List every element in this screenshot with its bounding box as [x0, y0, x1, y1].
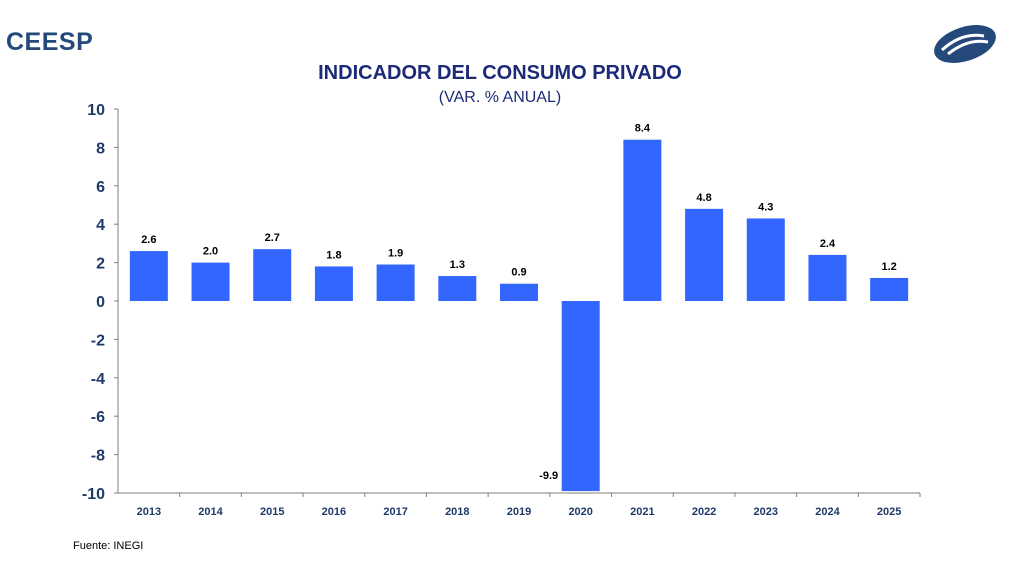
ceesp-brand: CEESP	[6, 28, 94, 56]
data-label: 1.3	[450, 259, 465, 271]
bar-2014	[191, 262, 230, 301]
x-tick-label: 2016	[322, 506, 346, 518]
x-tick-label: 2014	[198, 506, 223, 518]
bar-2016	[314, 266, 353, 301]
y-tick-label: 4	[96, 217, 105, 234]
bar-2013	[129, 251, 168, 301]
bar-2024	[808, 254, 847, 301]
y-tick-label: -8	[91, 448, 105, 465]
y-tick-label: 6	[96, 179, 105, 196]
y-tick-label: 8	[96, 140, 105, 157]
data-label: 4.8	[696, 192, 711, 204]
y-tick-label: -6	[91, 409, 105, 426]
bar-2019	[500, 283, 538, 301]
y-tick-label: -2	[91, 332, 105, 349]
x-tick-label: 2017	[383, 506, 407, 518]
chart-title: INDICADOR DEL CONSUMO PRIVADO	[318, 62, 682, 84]
data-label: 2.7	[265, 232, 280, 244]
bar-2025	[870, 277, 909, 301]
source-note: Fuente: INEGI	[73, 540, 144, 552]
data-label: 4.3	[758, 201, 773, 213]
ceesp-logo-icon	[934, 25, 996, 63]
data-label: -9.9	[539, 470, 558, 482]
x-tick-label: 2018	[445, 506, 469, 518]
y-tick-label: 0	[96, 294, 105, 311]
data-label: 1.2	[882, 261, 897, 273]
x-tick-label: 2025	[877, 506, 901, 518]
x-tick-label: 2023	[754, 506, 778, 518]
y-tick-label: -10	[82, 486, 105, 503]
bar-2022	[685, 208, 724, 301]
x-tick-label: 2020	[568, 506, 592, 518]
x-tick-label: 2022	[692, 506, 716, 518]
x-tick-label: 2015	[260, 506, 284, 518]
x-tick-label: 2019	[507, 506, 531, 518]
y-tick-label: 10	[87, 102, 105, 119]
bar-2017	[376, 264, 415, 301]
y-tick-label: 2	[96, 256, 105, 273]
bar-2015	[253, 249, 292, 301]
bar-2018	[438, 276, 477, 301]
chart-subtitle: (VAR. % ANUAL)	[438, 89, 562, 106]
y-tick-label: -4	[91, 371, 105, 388]
x-tick-label: 2021	[630, 506, 654, 518]
data-label: 0.9	[511, 267, 526, 279]
x-tick-label: 2024	[815, 506, 840, 518]
data-label: 8.4	[635, 123, 651, 135]
bar-2023	[746, 218, 785, 301]
data-label: 1.8	[326, 249, 341, 261]
data-label: 2.4	[820, 238, 836, 250]
data-label: 2.6	[141, 234, 156, 246]
data-label: 1.9	[388, 248, 403, 260]
bar-2021	[623, 139, 662, 301]
bar-2020	[561, 301, 600, 492]
x-tick-label: 2013	[137, 506, 161, 518]
data-label: 2.0	[203, 246, 218, 258]
